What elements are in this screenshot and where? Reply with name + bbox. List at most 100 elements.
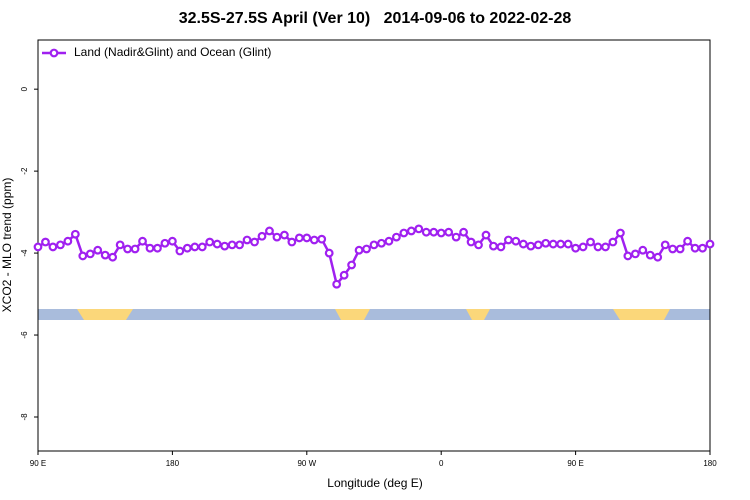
- point: [406, 226, 416, 236]
- point: [220, 241, 230, 251]
- point: [548, 239, 558, 249]
- point: [41, 237, 50, 247]
- point: [63, 236, 73, 246]
- point: [197, 242, 207, 252]
- point: [496, 242, 506, 252]
- point: [645, 250, 655, 260]
- series-line: [37, 227, 711, 287]
- point: [668, 244, 678, 254]
- y-tick-label: -8: [20, 413, 29, 421]
- point: [287, 237, 297, 247]
- land-strip: [613, 309, 670, 320]
- point: [638, 245, 648, 255]
- point: [257, 231, 267, 241]
- point: [474, 240, 483, 250]
- point: [123, 244, 132, 254]
- y-tick-label: -2: [20, 167, 29, 175]
- point: [616, 228, 625, 238]
- point: [653, 252, 663, 262]
- point: [563, 239, 573, 249]
- point: [414, 224, 424, 234]
- point: [623, 251, 633, 261]
- point: [571, 243, 580, 253]
- point: [85, 249, 95, 259]
- point: [481, 230, 491, 240]
- point: [660, 240, 670, 250]
- point: [160, 238, 170, 248]
- point: [705, 239, 715, 249]
- point: [362, 244, 371, 254]
- point: [205, 237, 215, 247]
- land-strip: [466, 309, 490, 320]
- point: [339, 270, 349, 280]
- point: [324, 248, 334, 258]
- x-tick-label: 180: [703, 459, 717, 468]
- point: [518, 239, 528, 249]
- point: [608, 237, 618, 247]
- point: [489, 241, 498, 251]
- point: [235, 240, 245, 250]
- point: [630, 249, 640, 259]
- point: [451, 232, 461, 242]
- point: [48, 242, 58, 252]
- point: [272, 232, 282, 242]
- point: [280, 230, 289, 240]
- point: [153, 243, 162, 253]
- point: [511, 236, 521, 246]
- point: [578, 242, 588, 252]
- point: [242, 235, 252, 245]
- point: [302, 233, 312, 243]
- point: [227, 240, 237, 250]
- point: [182, 243, 192, 253]
- point: [250, 237, 259, 247]
- point: [377, 238, 386, 248]
- y-tick-label: -4: [20, 249, 29, 257]
- point: [593, 242, 603, 252]
- point: [675, 244, 685, 254]
- point: [399, 228, 409, 238]
- point: [690, 243, 700, 253]
- point: [70, 229, 80, 239]
- chart-title: 32.5S-27.5S April (Ver 10) 2014-09-06 to…: [179, 10, 572, 27]
- x-axis-title: Longitude (deg E): [327, 476, 422, 490]
- x-tick-label: 90 W: [297, 459, 316, 468]
- point: [429, 227, 439, 237]
- point: [167, 236, 177, 246]
- x-tick-label: 0: [439, 459, 444, 468]
- x-tick-label: 90 E: [567, 459, 583, 468]
- land-strip: [77, 309, 133, 320]
- ocean-strip: [38, 309, 710, 320]
- legend: Land (Nadir&Glint) and Ocean (Glint): [42, 45, 271, 59]
- point: [138, 236, 147, 246]
- point: [294, 233, 304, 243]
- point: [56, 240, 65, 250]
- surface-strip: [38, 309, 710, 320]
- point: [100, 250, 110, 260]
- point: [354, 245, 364, 255]
- point: [175, 246, 185, 256]
- point: [33, 242, 43, 252]
- legend-label: Land (Nadir&Glint) and Ocean (Glint): [74, 45, 271, 59]
- point: [130, 244, 140, 254]
- point: [347, 260, 357, 270]
- point: [421, 227, 431, 237]
- point: [683, 236, 692, 246]
- point: [601, 242, 610, 252]
- point: [108, 252, 118, 262]
- point: [190, 242, 200, 252]
- point: [115, 240, 125, 250]
- point: [392, 232, 401, 242]
- point: [145, 243, 155, 253]
- y-tick-label: -6: [20, 331, 29, 339]
- y-tick-label: 0: [20, 86, 29, 91]
- point: [317, 234, 327, 244]
- point: [698, 243, 707, 253]
- legend-marker: [49, 48, 59, 58]
- point: [369, 240, 379, 250]
- point: [384, 236, 394, 246]
- y-axis-title: XCO2 - MLO trend (ppm): [0, 178, 14, 313]
- point: [556, 239, 566, 249]
- land-strip: [335, 309, 370, 320]
- point: [526, 241, 536, 251]
